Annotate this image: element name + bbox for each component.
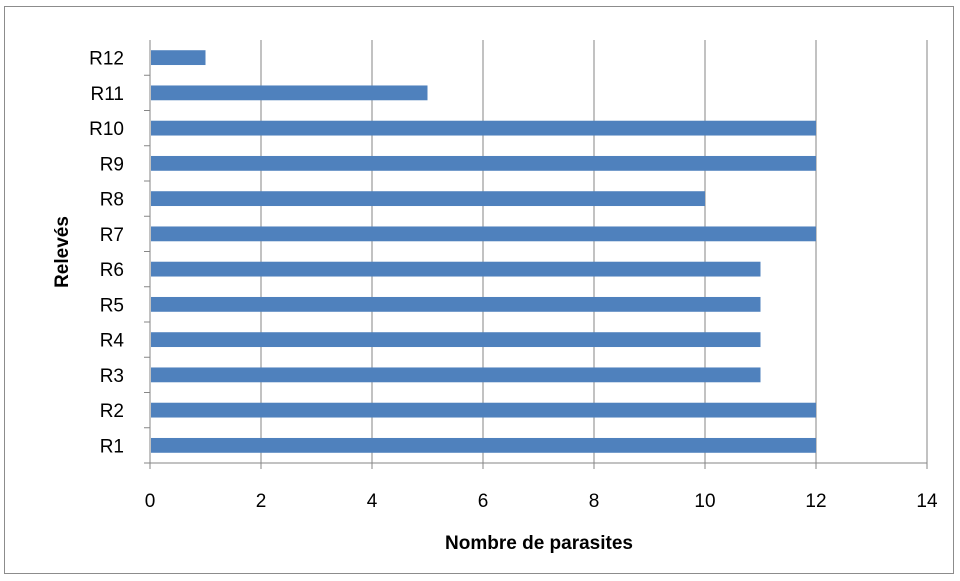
bar-r6 [151,261,761,277]
x-tick-label: 2 [256,491,267,512]
bar-r10 [151,120,816,136]
y-category-labels: R1 R2 R3 R4 R5 R6 R7 R8 R9 R10 R11 R12 [89,49,124,458]
category-label-r3: R3 [100,366,124,387]
category-label-r8: R8 [100,190,124,211]
bar-r7 [151,226,816,242]
x-tick-label: 12 [805,491,826,512]
x-tick-label: 8 [589,491,600,512]
bar-r12 [151,50,206,66]
bars [151,50,816,453]
x-tick-label: 10 [694,491,715,512]
category-label-r6: R6 [100,260,124,281]
category-label-r5: R5 [100,295,124,316]
x-tick-label: 4 [367,491,378,512]
category-label-r2: R2 [100,401,124,422]
x-tick-labels: 0 2 4 6 8 10 12 14 [145,491,938,512]
category-label-r1: R1 [100,436,124,457]
axes [144,40,928,469]
x-tick-label: 0 [145,491,156,512]
y-axis-title: Relevés [52,216,73,288]
gridlines [260,40,928,463]
category-label-r9: R9 [100,154,124,175]
category-label-r12: R12 [89,49,124,70]
bar-r5 [151,296,761,312]
x-tick-label: 6 [478,491,489,512]
category-label-r10: R10 [89,119,124,140]
category-label-r7: R7 [100,225,124,246]
bar-r3 [151,367,761,383]
bar-r1 [151,437,816,453]
bar-r8 [151,191,705,207]
bar-r2 [151,402,816,418]
category-label-r4: R4 [100,331,125,352]
bar-r11 [151,85,428,101]
x-tick-label: 14 [916,491,938,512]
category-label-r11: R11 [91,84,124,105]
chart-frame [4,6,954,574]
bar-r9 [151,155,816,171]
bar-r4 [151,332,761,348]
x-axis-title: Nombre de parasites [445,533,633,554]
